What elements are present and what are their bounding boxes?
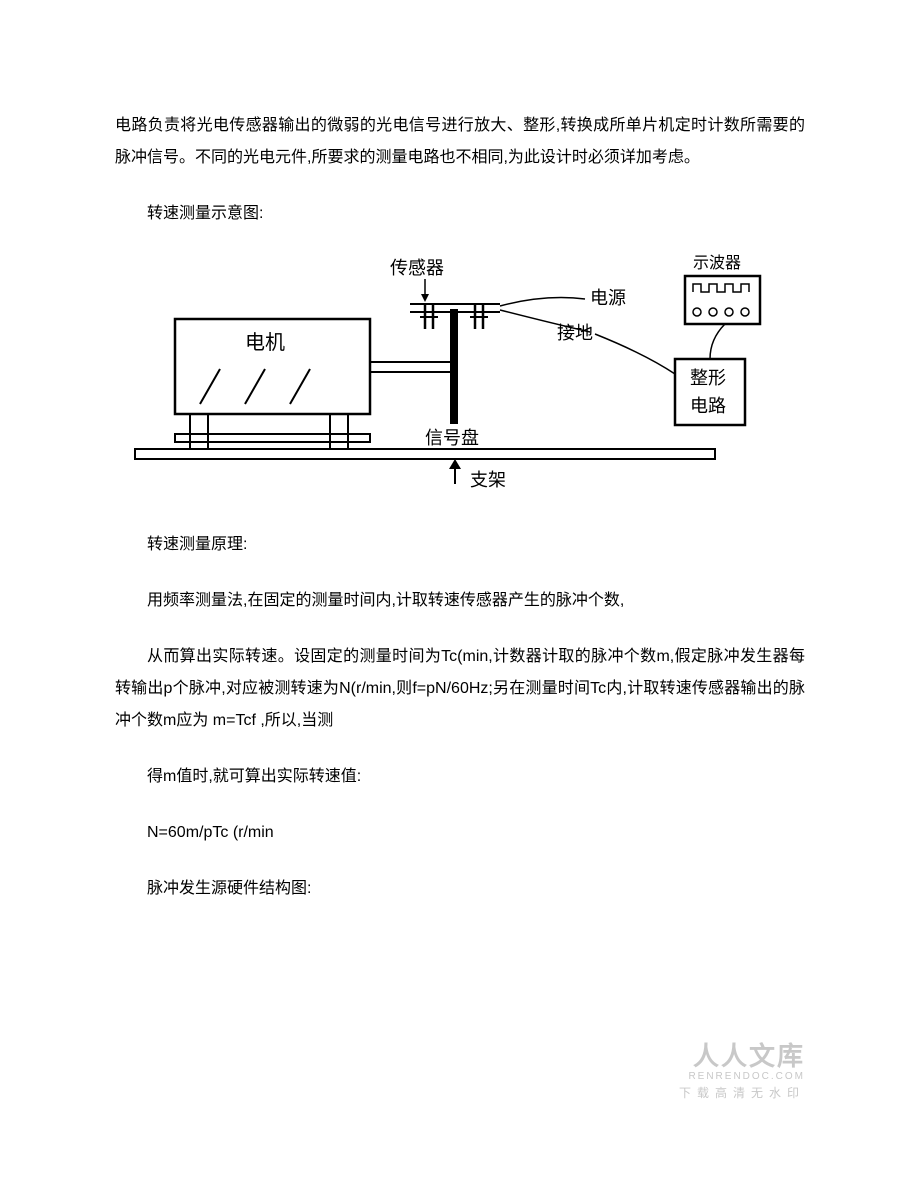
speed-measurement-diagram: 电机 信号盘 传感器 <box>115 254 805 499</box>
bracket-label: 支架 <box>470 470 506 490</box>
watermark-main: 人人文库 <box>679 1036 805 1073</box>
ground-label: 接地 <box>557 323 593 343</box>
paragraph-1: 电路负责将光电传感器输出的微弱的光电信号进行放大、整形,转换成所单片机定时计数所… <box>115 110 805 174</box>
oscilloscope-label: 示波器 <box>693 254 741 272</box>
shaping-circuit-label-2: 电路 <box>690 396 726 416</box>
paragraph-5: 从而算出实际转速。设固定的测量时间为Tc(min,计数器计取的脉冲个数m,假定脉… <box>115 641 805 737</box>
paragraph-4: 用频率测量法,在固定的测量时间内,计取转速传感器产生的脉冲个数, <box>115 585 805 617</box>
sensor-label: 传感器 <box>390 258 444 278</box>
paragraph-6: 得m值时,就可算出实际转速值: <box>115 761 805 793</box>
paragraph-2: 转速测量示意图: <box>115 198 805 230</box>
power-label: 电源 <box>590 288 626 308</box>
paragraph-7: N=60m/pTc (r/min <box>115 817 805 849</box>
diagram-container: 电机 信号盘 传感器 <box>115 254 805 499</box>
motor-label: 电机 <box>245 331 285 354</box>
shaping-circuit-label-1: 整形 <box>690 368 726 388</box>
watermark-sub1: RENRENDOC.COM <box>679 1071 805 1082</box>
watermark-sub2: 下载高清无水印 <box>679 1084 805 1101</box>
watermark: 人人文库 RENRENDOC.COM 下载高清无水印 <box>679 1036 805 1101</box>
signal-disk-label: 信号盘 <box>425 428 479 448</box>
paragraph-3: 转速测量原理: <box>115 529 805 561</box>
paragraph-8: 脉冲发生源硬件结构图: <box>115 873 805 905</box>
